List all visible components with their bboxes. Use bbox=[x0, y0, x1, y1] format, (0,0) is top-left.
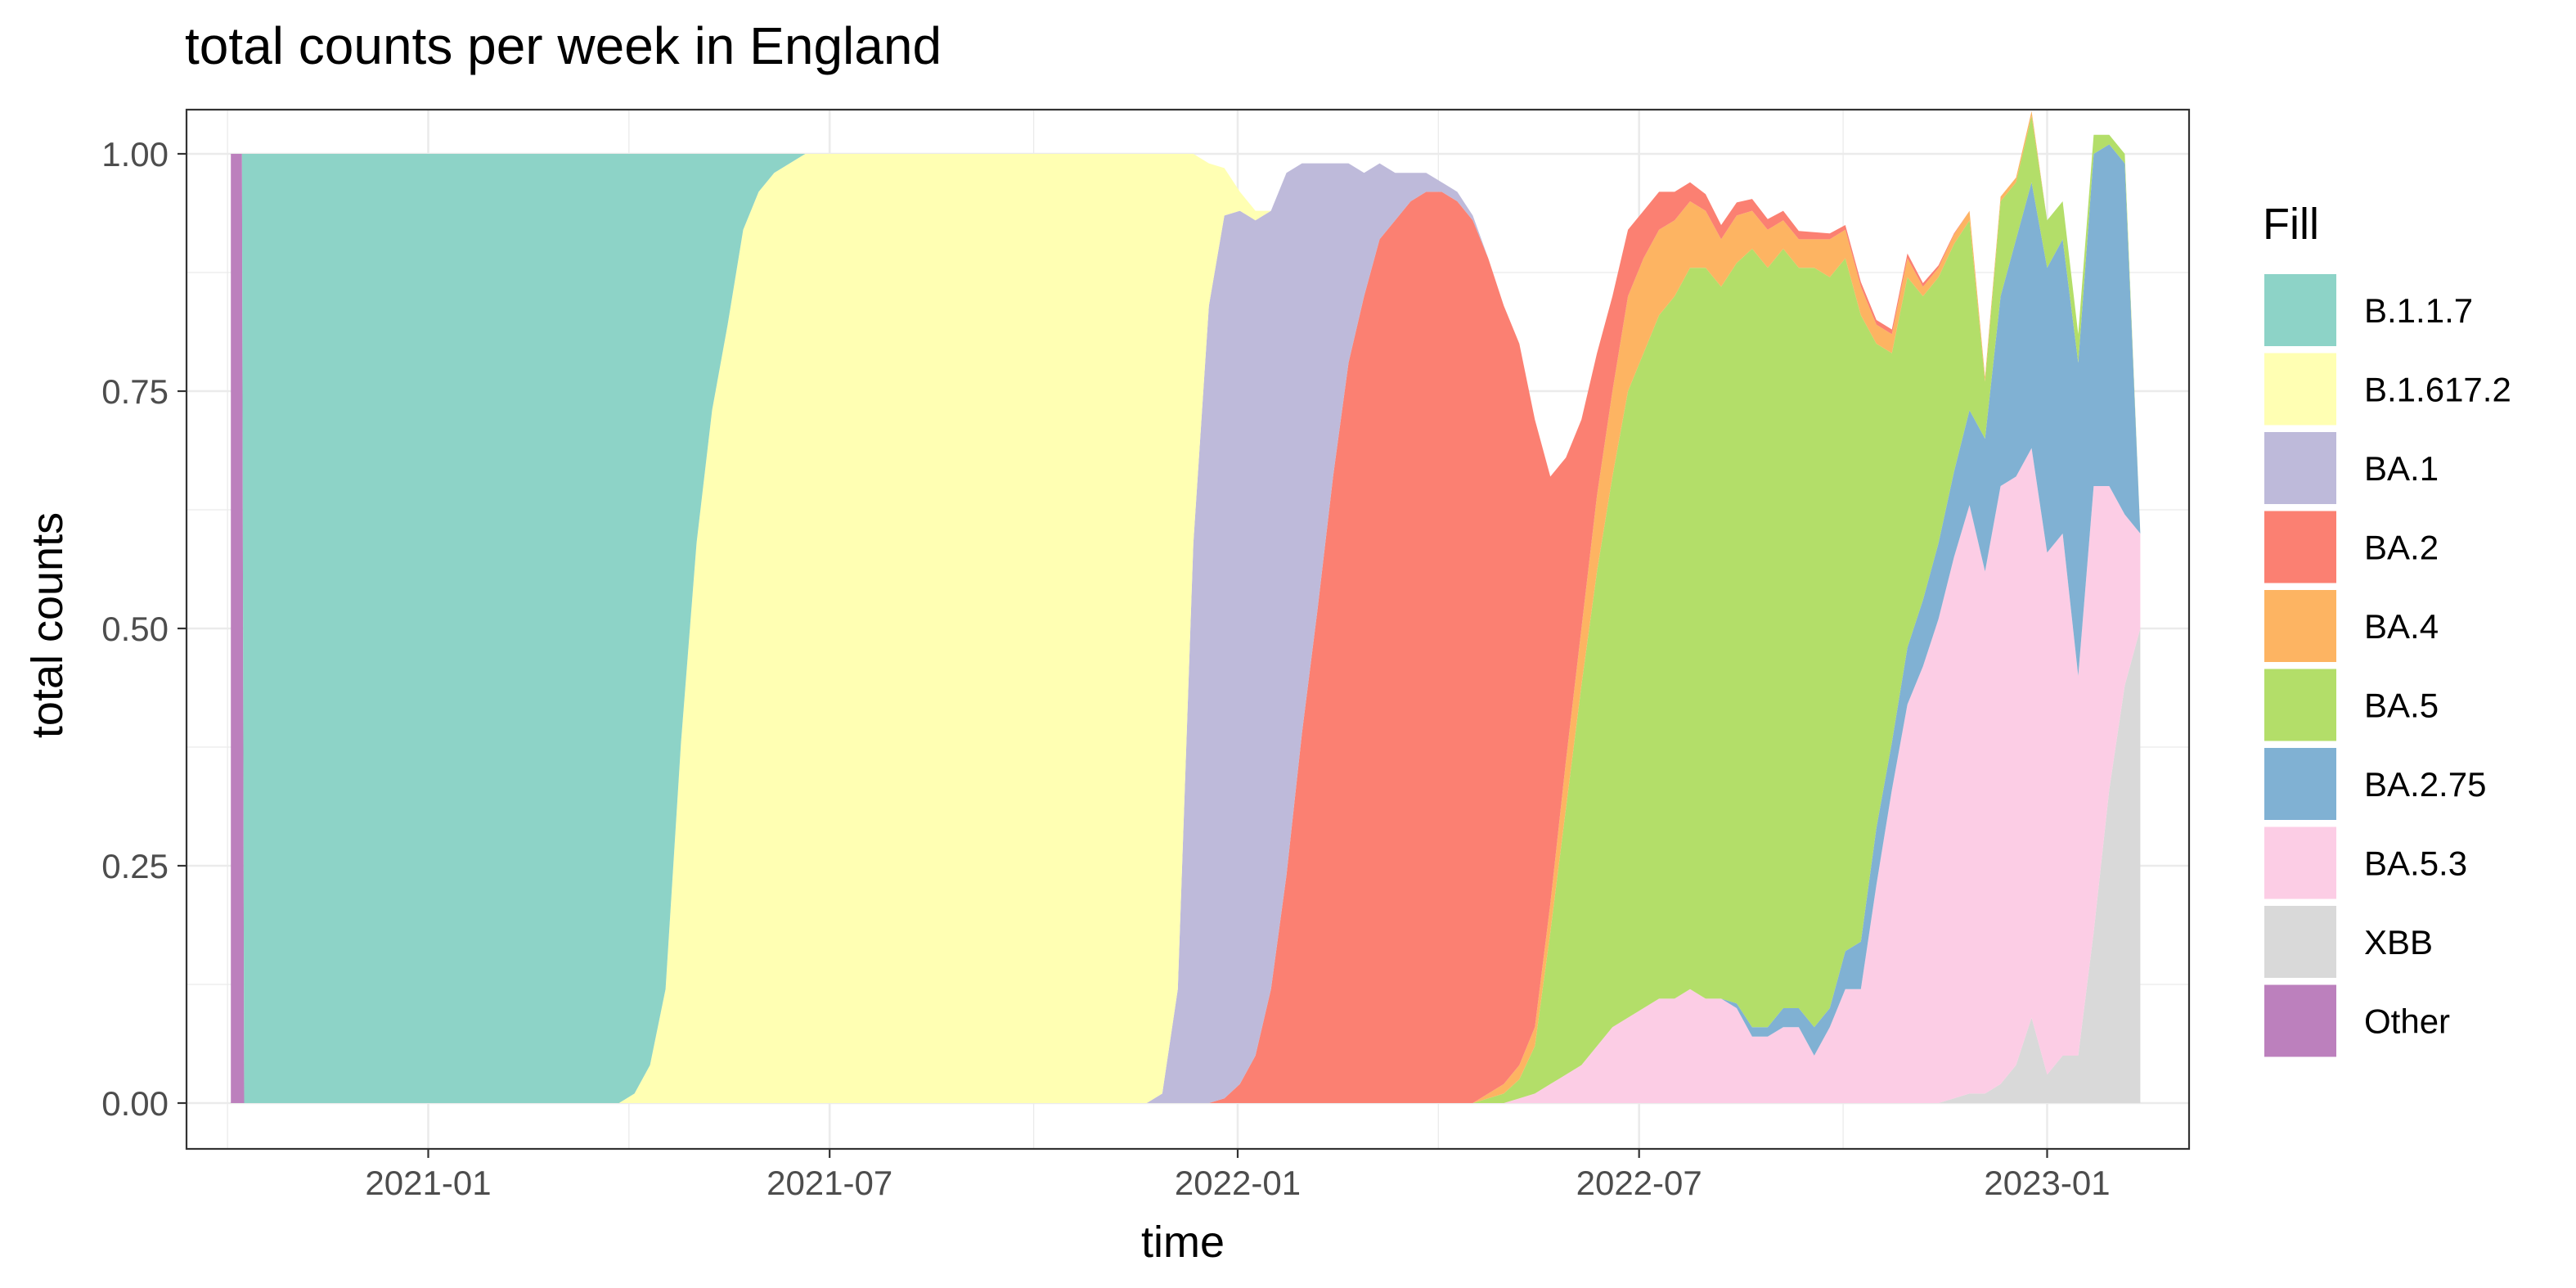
legend-swatch-ba-4 bbox=[2264, 590, 2336, 662]
chart-title: total counts per week in England bbox=[185, 16, 942, 75]
legend-label-ba-5: BA.5 bbox=[2364, 687, 2439, 725]
x-tick-label: 2021-01 bbox=[365, 1164, 491, 1202]
legend-label-xbb: XBB bbox=[2364, 923, 2433, 961]
legend-label-ba-2-75: BA.2.75 bbox=[2364, 765, 2486, 804]
x-axis-title: time bbox=[1141, 1218, 1225, 1267]
legend-swatch-ba-5-3 bbox=[2264, 826, 2336, 899]
x-tick-label: 2023-01 bbox=[1984, 1164, 2110, 1202]
legend: Fill B.1.1.7 B.1.617.2 BA.1 BA.2 BA.4 BA.5 BA.… bbox=[2263, 200, 2511, 1057]
y-axis-title: total counts bbox=[23, 512, 72, 738]
legend-label-b-1-1-7: B.1.1.7 bbox=[2364, 291, 2473, 330]
plot-panel bbox=[185, 108, 2191, 1151]
area-layers bbox=[231, 110, 2141, 1104]
legend-swatch-other bbox=[2264, 984, 2336, 1057]
legend-swatch-ba-2 bbox=[2264, 511, 2336, 583]
legend-label-ba-2: BA.2 bbox=[2364, 529, 2439, 567]
y-tick-label: 0.50 bbox=[101, 610, 169, 648]
y-tick-label: 0.25 bbox=[101, 847, 169, 885]
y-tick-label: 1.00 bbox=[101, 135, 169, 173]
x-tick-label: 2021-07 bbox=[767, 1164, 892, 1202]
legend-swatch-ba-5 bbox=[2264, 669, 2336, 741]
area-ba-1 bbox=[231, 110, 2141, 1103]
area-ba-5-3 bbox=[231, 154, 2141, 1103]
y-tick-label: 0.75 bbox=[101, 372, 169, 411]
legend-swatch-b-1-617-2 bbox=[2264, 353, 2336, 426]
legend-label-b-1-617-2: B.1.617.2 bbox=[2364, 371, 2511, 409]
legend-swatch-ba-1 bbox=[2264, 432, 2336, 504]
area-ba-5 bbox=[231, 115, 2141, 1104]
legend-label-ba-5-3: BA.5.3 bbox=[2364, 844, 2467, 883]
area-b-1-617-2 bbox=[231, 110, 2141, 1103]
legend-swatch-ba-2-75 bbox=[2264, 748, 2336, 820]
legend-swatch-b-1-1-7 bbox=[2264, 274, 2336, 346]
legend-title: Fill bbox=[2263, 200, 2319, 249]
x-tick-label: 2022-01 bbox=[1175, 1164, 1301, 1202]
x-tick-label: 2022-07 bbox=[1576, 1164, 1702, 1202]
y-axis: 0.00 0.25 0.50 0.75 1.00 bbox=[101, 135, 187, 1123]
x-axis: 2021-01 2021-07 2022-01 2022-07 2023-01 bbox=[365, 1149, 2111, 1202]
legend-swatch-xbb bbox=[2264, 906, 2336, 978]
legend-label-ba-4: BA.4 bbox=[2364, 607, 2439, 646]
area-b-1-1-7 bbox=[231, 110, 2141, 1103]
legend-label-ba-1: BA.1 bbox=[2364, 449, 2439, 488]
y-tick-label: 0.00 bbox=[101, 1084, 169, 1123]
legend-label-other: Other bbox=[2364, 1002, 2450, 1041]
